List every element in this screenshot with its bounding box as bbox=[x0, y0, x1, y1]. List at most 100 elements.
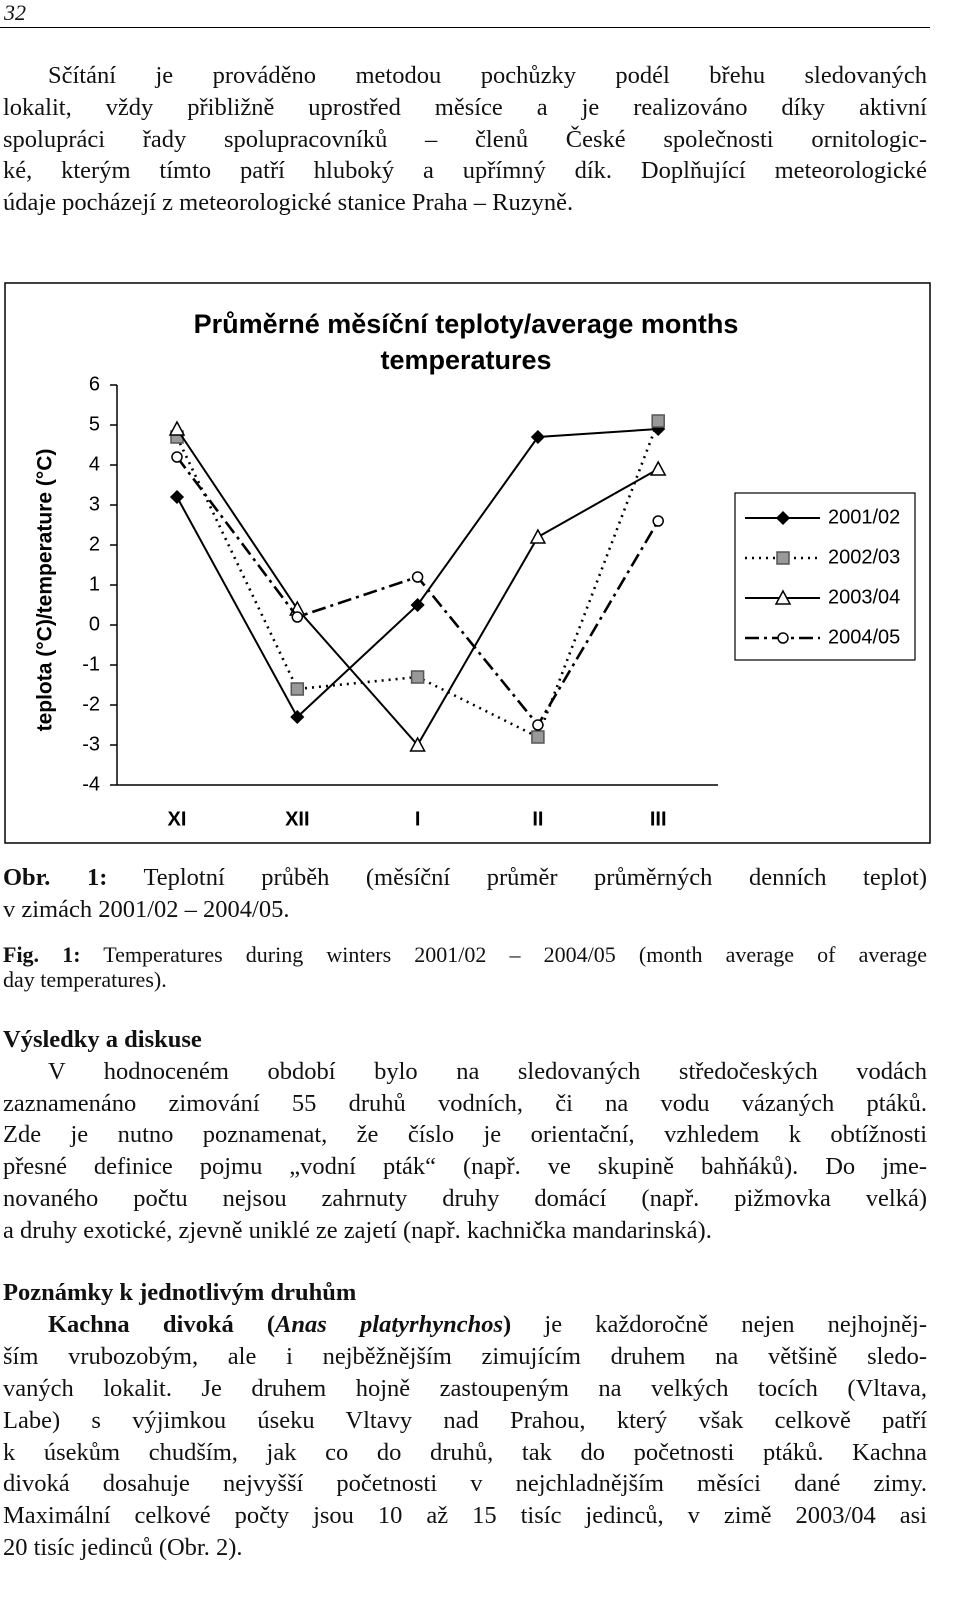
text-line: ké, kterým tímto patří hluboký a upřímný… bbox=[3, 155, 927, 187]
y-tick-label: 6 bbox=[89, 373, 100, 395]
y-tick-label: -2 bbox=[82, 693, 100, 715]
text-line: v zimách 2001/02 – 2004/05. bbox=[3, 894, 927, 926]
text: vaných lokalit. Je druhem hojně zastoupe… bbox=[3, 1374, 927, 1402]
data-point bbox=[532, 719, 544, 731]
caption-label: Obr. 1: bbox=[3, 864, 108, 891]
legend-marker bbox=[774, 589, 792, 605]
legend-label: 2002/03 bbox=[828, 546, 900, 568]
species-name: ) bbox=[503, 1310, 512, 1338]
chart-frame bbox=[4, 282, 931, 844]
text: Maximální celkové počty jsou 10 až 15 ti… bbox=[3, 1502, 927, 1530]
intro: Sčítání je prováděno metodou pochůzky po… bbox=[3, 60, 927, 219]
data-point bbox=[530, 429, 545, 445]
text-line: a druhy exotické, zjevně uniklé ze zajet… bbox=[3, 1215, 927, 1247]
x-tick-label: II bbox=[532, 808, 543, 830]
data-point bbox=[651, 414, 665, 428]
caption-label: Fig. 1: bbox=[3, 942, 81, 967]
text-line: divoká dosahuje nejvyšší početnosti v ne… bbox=[3, 1468, 927, 1500]
section-heading: Výsledky a diskuse bbox=[3, 1026, 202, 1053]
text: Sčítání je prováděno metodou pochůzky po… bbox=[48, 62, 927, 89]
data-point bbox=[410, 597, 425, 613]
text-line: novaného počtu nejsou zahrnuty druhy dom… bbox=[3, 1183, 927, 1215]
legend-frame bbox=[734, 492, 916, 661]
series-line bbox=[176, 428, 659, 747]
x-tick-label: I bbox=[415, 808, 421, 830]
text-line: Labe) s výjimkou úseku Vltavy nad Prahou… bbox=[3, 1405, 927, 1437]
x-tick-label: XI bbox=[168, 808, 187, 830]
caption-en: Fig. 1: Temperatures during winters 2001… bbox=[3, 942, 927, 992]
text-line: Kachna divoká (Anas platyrhynchos) je ka… bbox=[3, 1309, 927, 1341]
series-line bbox=[175, 456, 660, 728]
legend-marker bbox=[777, 632, 789, 644]
text-line: údaje pocházejí z meteorologické stanice… bbox=[3, 187, 927, 219]
legend-label: 2001/02 bbox=[828, 506, 900, 528]
text-line: V hodnoceném období bylo na sledovaných … bbox=[3, 1056, 927, 1088]
text-line: Výsledky a diskuse bbox=[3, 1024, 927, 1056]
data-point bbox=[169, 489, 185, 505]
text: novaného počtu nejsou zahrnuty druhy dom… bbox=[3, 1184, 927, 1212]
text: je každoročně nejen nejhojněj- bbox=[544, 1310, 928, 1338]
chart-title: Průměrné měsíční teploty/average months t… bbox=[194, 309, 739, 375]
text-line: Fig. 1: Temperatures during winters 2001… bbox=[3, 942, 927, 967]
text: k úsekům chudším, jak co do druhů, tak d… bbox=[3, 1438, 927, 1466]
page-number: 32 bbox=[4, 0, 26, 25]
y-tick-label: 1 bbox=[89, 573, 100, 595]
text: 20 tisíc jedinců (Obr. 2). bbox=[3, 1534, 243, 1562]
text: V hodnoceném období bylo na sledovaných … bbox=[48, 1057, 927, 1085]
y-tick-label: -3 bbox=[82, 733, 100, 755]
data-point bbox=[409, 736, 426, 752]
y-tick-label: 2 bbox=[89, 533, 100, 555]
data-point bbox=[290, 709, 305, 725]
legend-label: 2004/05 bbox=[828, 626, 900, 648]
text-line: Poznámky k jednotlivým druhům bbox=[3, 1277, 927, 1309]
text: divoká dosahuje nejvyšší početnosti v ne… bbox=[3, 1470, 927, 1498]
text: lokalit, vždy přibližně uprostřed měsíce… bbox=[3, 93, 927, 121]
text: a druhy exotické, zjevně uniklé ze zajet… bbox=[3, 1216, 712, 1244]
text-line: day temperatures). bbox=[3, 967, 927, 992]
y-tick-label: -1 bbox=[82, 653, 100, 675]
y-axis-label: teplota (°C)/temperature (°C) bbox=[34, 449, 57, 732]
section-heading: Poznámky k jednotlivým druhům bbox=[3, 1279, 357, 1306]
header-rule bbox=[0, 27, 930, 28]
legend-marker bbox=[775, 510, 791, 526]
y-tick-label: -4 bbox=[82, 773, 100, 795]
text: Zde je nutno poznamenat, že číslo je ori… bbox=[3, 1121, 927, 1149]
x-tick-label: III bbox=[650, 808, 667, 830]
text-line: k úsekům chudším, jak co do druhů, tak d… bbox=[3, 1437, 927, 1469]
text-line: lokalit, vždy přibližně uprostřed měsíce… bbox=[3, 92, 927, 124]
y-tick-label: 4 bbox=[89, 453, 100, 475]
y-tick-label: 5 bbox=[89, 413, 100, 435]
text-line: Zde je nutno poznamenat, že číslo je ori… bbox=[3, 1119, 927, 1151]
text: v zimách 2001/02 – 2004/05. bbox=[3, 896, 290, 923]
text-line: Sčítání je prováděno metodou pochůzky po… bbox=[3, 60, 927, 92]
y-tick-label: 0 bbox=[89, 613, 100, 635]
text-line: 20 tisíc jedinců (Obr. 2). bbox=[3, 1532, 927, 1564]
text-line: ším vrubozobým, ale i nejběžnějším zimuj… bbox=[3, 1341, 927, 1373]
x-tick-label: XII bbox=[285, 808, 309, 830]
caption-cz: Obr. 1: Teplotní průběh (měsíční průměr … bbox=[3, 862, 927, 926]
text: údaje pocházejí z meteorologické stanice… bbox=[3, 189, 574, 217]
text-line: zaznamenáno zimování 55 druhů vodních, č… bbox=[3, 1088, 927, 1120]
legend-label: 2003/04 bbox=[828, 586, 900, 608]
text: zaznamenáno zimování 55 druhů vodních, č… bbox=[3, 1089, 927, 1117]
text: Temperatures during winters 2001/02 – 20… bbox=[103, 942, 927, 967]
data-point bbox=[168, 420, 186, 436]
text-line: spolupráci řady spolupracovníků – členů … bbox=[3, 124, 927, 156]
text: Teplotní průběh (měsíční průměr průměrný… bbox=[143, 864, 927, 891]
text: Labe) s výjimkou úseku Vltavy nad Prahou… bbox=[3, 1406, 927, 1434]
text-line: Obr. 1: Teplotní průběh (měsíční průměr … bbox=[3, 862, 927, 894]
text: přesné definice pojmu „vodní pták“ (např… bbox=[3, 1153, 927, 1181]
text: ším vrubozobým, ale i nejběžnějším zimuj… bbox=[3, 1342, 927, 1370]
y-tick-label: 3 bbox=[89, 493, 100, 515]
text: ké, kterým tímto patří hluboký a upřímný… bbox=[3, 157, 927, 185]
text-line: přesné definice pojmu „vodní pták“ (např… bbox=[3, 1151, 927, 1183]
legend-marker bbox=[776, 551, 790, 565]
data-point bbox=[171, 451, 183, 463]
data-point bbox=[529, 528, 547, 544]
species-name: Kachna divoká ( bbox=[48, 1310, 276, 1338]
species-latin: Anas platyrhynchos bbox=[275, 1310, 503, 1338]
data-point bbox=[291, 611, 304, 623]
data-point bbox=[411, 571, 424, 583]
